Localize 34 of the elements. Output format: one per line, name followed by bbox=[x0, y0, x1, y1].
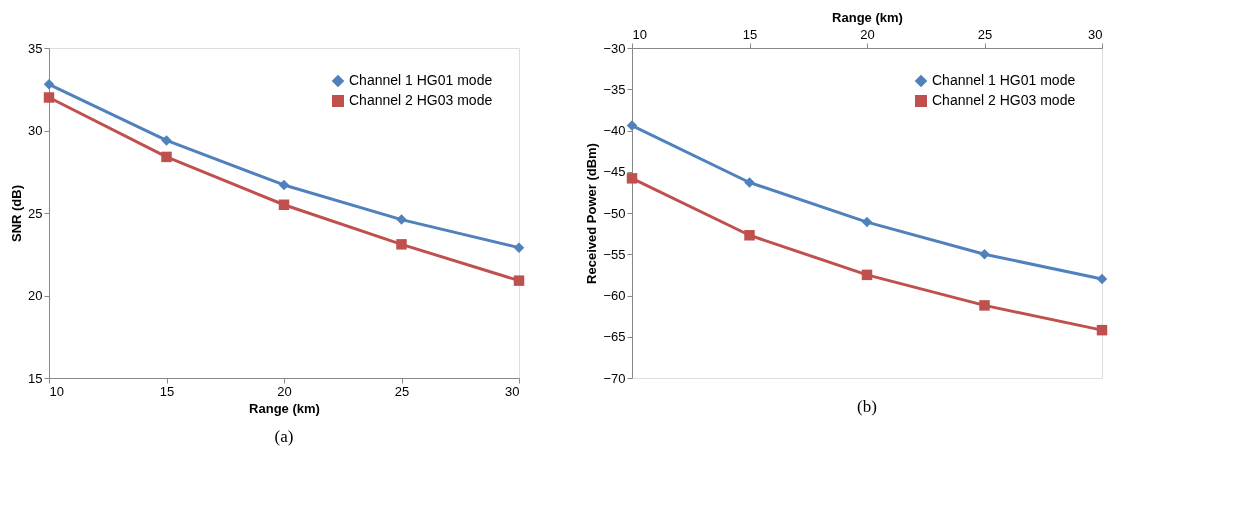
y-tick-label: 35 bbox=[28, 40, 43, 56]
y-axis-title: SNR (dB) bbox=[9, 184, 25, 243]
x-tick-label: 30 bbox=[505, 383, 520, 399]
x-tick-label: 20 bbox=[277, 383, 292, 399]
y-axis-title: Received Power (dBm) bbox=[584, 143, 600, 284]
x-tick-label: 10 bbox=[49, 383, 64, 399]
y-tick-label: −70 bbox=[603, 370, 626, 386]
y-tick-label: −35 bbox=[603, 81, 626, 97]
legend-label: Channel 2 HG03 mode bbox=[932, 92, 1076, 108]
y-tick-label: −40 bbox=[603, 123, 626, 138]
y-tick-label: 30 bbox=[28, 123, 43, 138]
legend-label: Channel 1 HG01 mode bbox=[932, 72, 1076, 88]
x-tick-label: 10 bbox=[632, 26, 647, 42]
x-tick-label: 30 bbox=[1088, 26, 1103, 42]
y-tick-label: 15 bbox=[28, 370, 43, 386]
x-tick-label: 25 bbox=[394, 383, 410, 399]
x-axis-title: Range (km) bbox=[832, 9, 903, 25]
x-axis-title: Range (km) bbox=[249, 400, 320, 416]
y-tick-label: −30 bbox=[603, 40, 626, 56]
text: (b) bbox=[857, 397, 877, 416]
legend-label: Channel 2 HG03 mode bbox=[349, 92, 493, 108]
x-tick-label: 15 bbox=[742, 26, 758, 42]
y-tick-label: 25 bbox=[28, 205, 43, 221]
x-tick-label: 20 bbox=[860, 26, 875, 42]
y-tick-label: −50 bbox=[603, 205, 626, 221]
legend-label: Channel 1 HG01 mode bbox=[349, 72, 493, 88]
text: (a) bbox=[274, 427, 294, 446]
y-tick-label: 20 bbox=[28, 288, 43, 303]
y-tick-label: −65 bbox=[603, 329, 626, 345]
y-tick-label: −45 bbox=[603, 164, 626, 180]
y-tick-label: −60 bbox=[603, 288, 626, 303]
x-tick-label: 15 bbox=[159, 383, 175, 399]
x-tick-label: 25 bbox=[977, 26, 993, 42]
y-tick-label: −55 bbox=[603, 246, 626, 262]
